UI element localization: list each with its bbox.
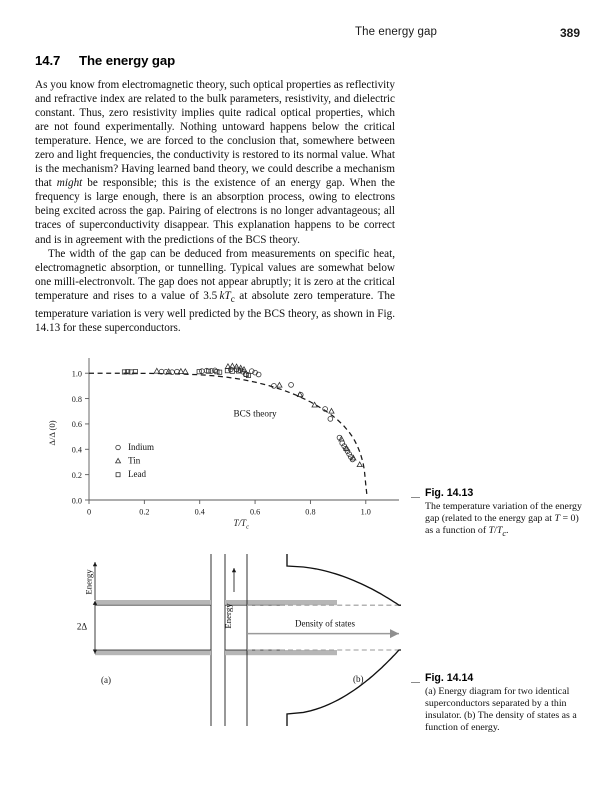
- caption-rule-13: [411, 497, 420, 498]
- body-text-column: As you know from electromagnetic theory,…: [35, 78, 395, 335]
- panel-b-label: (b): [353, 674, 364, 684]
- running-head-title: The energy gap: [355, 26, 437, 38]
- panel-a-label: (a): [101, 675, 111, 685]
- y-tick-label: 1.0: [72, 370, 82, 379]
- caption-14-text: (a) Energy diagram for two identical sup…: [425, 686, 577, 734]
- data-point-tin: [356, 461, 363, 468]
- density-of-states-label: Density of states: [295, 619, 355, 629]
- data-point-lead: [196, 369, 202, 375]
- y-axis-label: Δ/Δ (0): [47, 420, 57, 445]
- data-point-tin: [240, 366, 248, 372]
- paragraph-2-symbol: kT: [219, 289, 231, 302]
- paragraph-2-symbol-subscript: c: [230, 294, 235, 305]
- x-tick-label: 0.6: [250, 508, 260, 517]
- bcs-theory-annotation: BCS theory: [234, 408, 278, 418]
- data-point-tin: [276, 381, 283, 388]
- energy-axis-label-a: Energy: [84, 569, 94, 595]
- data-point-tin: [153, 367, 161, 374]
- paragraph-1-emphasis: might: [56, 177, 83, 190]
- energy-axis-label-b: Energy: [223, 603, 233, 629]
- energy-gap-chart: 0.0 0.2 0.4 0.6 0.8 1.0 0 0.2 0.4 0.6 0.8 1.0 Δ/Δ (0…: [47, 358, 399, 530]
- figure-14-14: Energy 2Δ (a) Energy Density of states (b): [35, 548, 407, 733]
- y-tick-label: 0.0: [72, 496, 82, 505]
- data-point-tin: [311, 401, 318, 408]
- data-point-indium: [327, 416, 334, 422]
- bcs-theory-curve: [89, 372, 368, 498]
- data-point-lead: [214, 369, 220, 375]
- right-upper-band: [225, 600, 337, 606]
- data-point-tin: [177, 367, 185, 374]
- caption-figure-14-13: Fig. 14.13 The temperature variation of …: [425, 487, 588, 540]
- data-point-tin: [182, 368, 189, 374]
- x-tick-label: 1.0: [361, 508, 371, 517]
- caption-13-text: The temperature variation of the energy …: [425, 501, 582, 539]
- data-point-tin: [296, 391, 304, 398]
- x-tick-label: 0.2: [139, 508, 149, 517]
- running-head: The energy gap 389: [35, 26, 580, 44]
- x-tick-label: 0.4: [195, 508, 205, 517]
- data-point-lead: [217, 369, 223, 375]
- tunnel-junction-diagram: Energy 2Δ (a) Energy Density of states (b): [77, 554, 401, 726]
- data-point-indium: [344, 448, 351, 454]
- data-point-indium: [346, 451, 352, 457]
- paragraph-1-part-b: be responsible; this is the existence of…: [35, 177, 396, 246]
- left-upper-band: [95, 600, 211, 606]
- data-point-tin: [338, 435, 345, 442]
- data-point-indium: [255, 371, 262, 378]
- caption-figure-14-14: Fig. 14.14 (a) Energy diagram for two id…: [425, 672, 588, 734]
- data-point-indium: [208, 368, 215, 374]
- data-point-indium: [322, 406, 328, 412]
- legend-label-indium: Indium: [128, 442, 154, 452]
- data-point-tin: [328, 407, 335, 414]
- data-point-lead: [235, 368, 241, 374]
- x-tick-label: 0: [87, 508, 91, 517]
- left-lower-band: [95, 650, 211, 656]
- paragraph-1: As you know from electromagnetic theory,…: [35, 78, 395, 247]
- data-point-lead: [125, 369, 131, 375]
- data-point-tin: [229, 362, 236, 369]
- dos-curve-lower: [286, 649, 401, 726]
- legend-label-tin: Tin: [128, 456, 141, 466]
- data-point-tin: [350, 454, 357, 461]
- data-point-lead: [133, 369, 138, 375]
- data-point-lead: [206, 368, 212, 374]
- data-point-indium: [163, 369, 169, 375]
- data-point-indium: [248, 368, 255, 374]
- paragraph-2-part-a: The width of the gap can be deduced from…: [35, 247, 395, 302]
- data-point-lead: [245, 373, 251, 378]
- legend-marker-tin: [114, 457, 122, 464]
- data-point-indium: [288, 382, 294, 388]
- legend-label-lead: Lead: [128, 469, 146, 479]
- page-number: 389: [559, 26, 580, 40]
- section-number: 14.7: [35, 53, 61, 68]
- section-title: The energy gap: [79, 53, 176, 68]
- legend-marker-lead: [115, 472, 121, 478]
- gap-label: 2Δ: [77, 622, 88, 632]
- data-point-lead: [224, 368, 230, 374]
- data-point-tin: [165, 368, 172, 374]
- x-axis-label: T/Tc: [234, 518, 250, 530]
- legend-marker-indium: [115, 444, 121, 451]
- paragraph-2-part-b: at absolute zero temperature. The temper…: [35, 289, 395, 335]
- caption-14-label: Fig. 14.14: [425, 672, 474, 684]
- data-point-lead: [121, 369, 127, 375]
- paragraph-2: The width of the gap can be deduced from…: [35, 247, 395, 336]
- data-point-indium: [271, 383, 277, 389]
- x-tick-label: 0.8: [305, 508, 315, 517]
- dos-curve-upper: [286, 554, 401, 606]
- data-point-lead: [229, 368, 235, 374]
- data-point-tin: [233, 363, 240, 370]
- y-tick-label: 0.2: [72, 471, 82, 480]
- paragraph-1-part-a: As you know from electromagnetic theory,…: [35, 79, 395, 190]
- y-tick-label: 0.6: [72, 420, 82, 429]
- figure-14-13: 0.0 0.2 0.4 0.6 0.8 1.0 0 0.2 0.4 0.6 0.8 1.0 Δ/Δ (0…: [35, 352, 407, 537]
- section-heading: 14.7 The energy gap: [35, 53, 175, 68]
- y-tick-label: 0.4: [72, 446, 82, 455]
- caption-13-label: Fig. 14.13: [425, 487, 474, 499]
- right-lower-band: [225, 650, 337, 656]
- caption-rule-14: [411, 682, 420, 683]
- data-point-tin: [343, 445, 350, 451]
- y-tick-label: 0.8: [72, 395, 82, 404]
